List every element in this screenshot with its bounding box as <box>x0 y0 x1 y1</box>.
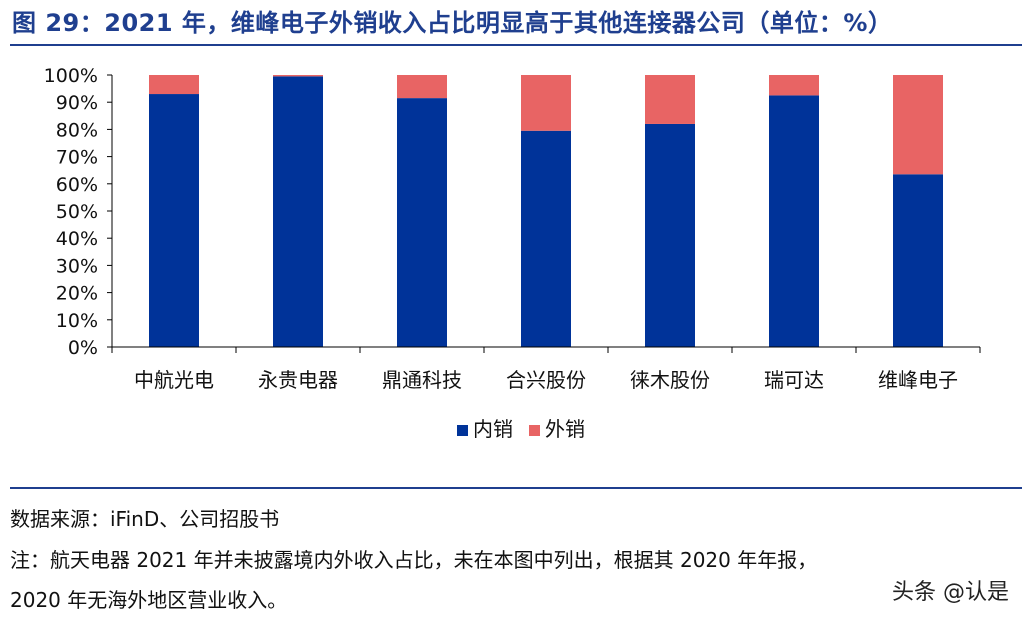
y-tick-label: 50% <box>56 201 98 223</box>
bar-export-segment <box>149 75 199 95</box>
x-tick-label: 中航光电 <box>134 368 214 392</box>
bars-group <box>149 75 943 348</box>
legend-label: 内销 <box>473 417 513 441</box>
legend-swatch <box>529 425 540 436</box>
y-tick-label: 80% <box>56 119 98 141</box>
note-line-1: 注：航天电器 2021 年并未披露境内外收入占比，未在本图中列出，根据其 202… <box>10 548 818 572</box>
y-tick-label: 70% <box>56 147 98 169</box>
bar-export-segment <box>397 75 447 99</box>
note-line-2: 2020 年无海外地区营业收入。 <box>10 588 288 612</box>
y-tick-label: 10% <box>56 310 98 332</box>
bar-export-segment <box>769 75 819 96</box>
legend: 内销 外销 <box>457 417 585 441</box>
x-tick-label: 合兴股份 <box>506 368 586 392</box>
bar-domestic-segment <box>149 94 199 347</box>
x-tick-label: 徕木股份 <box>630 368 710 392</box>
y-tick-label: 20% <box>56 283 98 305</box>
y-tick-label: 40% <box>56 228 98 250</box>
x-axis: 中航光电 永贵电器 鼎通科技 合兴股份 徕木股份 瑞可达 维峰电子 <box>111 346 981 392</box>
y-tick-label: 60% <box>56 174 98 196</box>
bar-domestic-segment <box>769 95 819 348</box>
y-tick-label: 100% <box>44 65 98 87</box>
y-axis: 0% 10% 20% 30% 40% 50% 60% 70% 80% 90% 100% <box>44 65 113 359</box>
bar-export-segment <box>273 75 323 77</box>
chart-title: 图 29：2021 年，维峰电子外销收入占比明显高于其他连接器公司（单位：%） <box>12 9 893 37</box>
y-tick-label: 30% <box>56 255 98 277</box>
x-tick-label: 维峰电子 <box>878 368 958 392</box>
x-tick-label: 鼎通科技 <box>382 368 462 392</box>
x-tick-label: 永贵电器 <box>258 368 338 392</box>
watermark-text: 头条 @认是 <box>892 580 1009 605</box>
bar-export-segment <box>893 75 943 175</box>
chart-bottom-divider <box>10 487 1022 489</box>
bar-domestic-segment <box>521 130 571 347</box>
bar-domestic-segment <box>893 174 943 347</box>
y-tick-label: 0% <box>68 337 98 359</box>
legend-swatch <box>457 425 468 436</box>
bar-domestic-segment <box>273 76 323 348</box>
bar-export-segment <box>645 75 695 124</box>
y-tick-label: 90% <box>56 92 98 114</box>
title-underline <box>10 44 1022 46</box>
source-text: 数据来源：iFinD、公司招股书 <box>10 507 280 531</box>
stacked-bar-chart: 0% 10% 20% 30% 40% 50% 60% 70% 80% 90% 100% 中航光电 永贵… <box>44 65 981 441</box>
x-tick-label: 瑞可达 <box>764 368 824 392</box>
legend-label: 外销 <box>545 417 585 441</box>
bar-export-segment <box>521 75 571 131</box>
bar-domestic-segment <box>397 98 447 347</box>
bar-domestic-segment <box>645 123 695 348</box>
